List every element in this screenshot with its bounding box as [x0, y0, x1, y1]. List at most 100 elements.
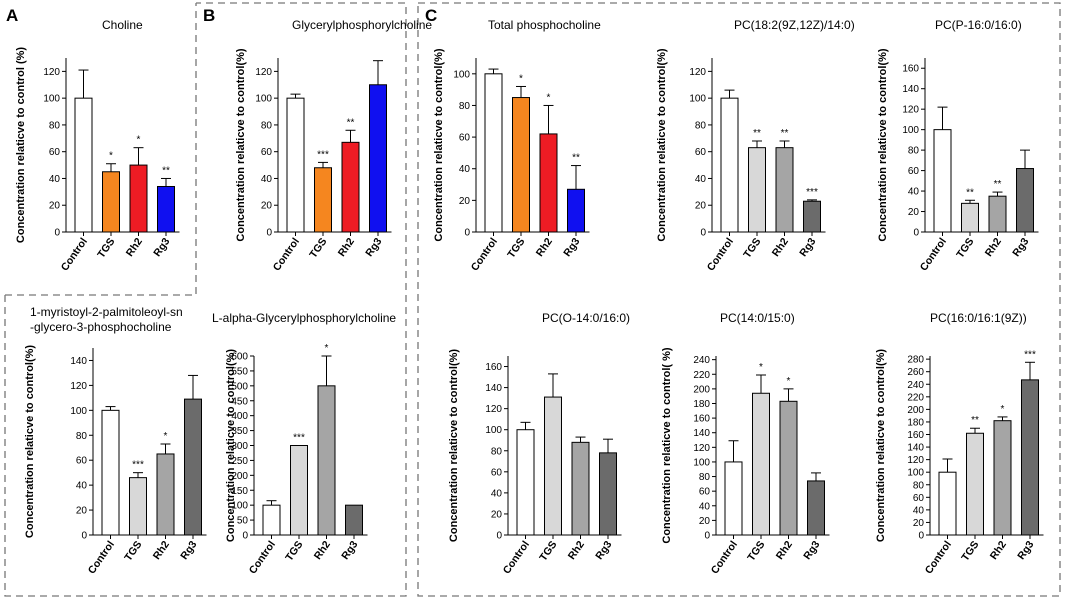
y-tick-label: 40: [49, 174, 61, 185]
x-tick-label: Rh2: [312, 539, 333, 562]
y-tick-label: 40: [913, 505, 925, 516]
x-tick-label: Rh2: [151, 539, 172, 562]
significance-marker: *: [787, 376, 791, 387]
y-axis-label: Concentration relaticve to control(%): [225, 349, 237, 542]
bar-rg3: [345, 504, 363, 536]
x-tick-label: Rh2: [774, 539, 795, 562]
significance-marker: ***: [317, 149, 329, 160]
significance-marker: **: [966, 187, 974, 198]
x-tick-label: Control: [918, 236, 949, 274]
bar-rh2: [988, 195, 1007, 233]
y-tick-label: 100: [70, 406, 87, 417]
bar-tgs: [290, 445, 308, 536]
y-tick-label: 20: [459, 196, 471, 207]
y-axis-label: Concentration relaticve to control(%): [24, 345, 36, 538]
chart-title: Total phosphocholine: [488, 18, 601, 32]
y-tick-label: 350: [231, 426, 248, 437]
bar-control: [484, 73, 503, 233]
y-tick-label: 200: [693, 384, 710, 395]
y-tick-label: 120: [70, 381, 87, 392]
chart-3: Total phosphocholine Concentration relati…: [433, 18, 601, 273]
panel-label-a: A: [6, 6, 18, 25]
y-tick-label: 60: [76, 456, 88, 467]
x-tick-label: TGS: [745, 539, 767, 564]
y-tick-label: 60: [908, 166, 920, 177]
x-tick-label: TGS: [741, 236, 763, 261]
significance-marker: *: [519, 73, 523, 84]
y-tick-label: 140: [907, 443, 924, 454]
y-tick-label: 0: [242, 531, 248, 542]
bar-rg3: [807, 480, 825, 536]
chart-title: 1-myristoyl-2-palmitoleoyl-sn -glycero-3-…: [30, 305, 183, 334]
y-tick-label: 100: [902, 125, 919, 136]
y-tick-label: 200: [907, 405, 924, 416]
y-tick-label: 200: [231, 471, 248, 482]
y-axis-label: Concentration relaticve to control (%): [15, 47, 27, 244]
x-tick-label: Control: [247, 539, 278, 577]
y-tick-label: 280: [907, 355, 924, 366]
x-tick-label: Rh2: [983, 236, 1004, 259]
chart-title: PC(14:0/15:0): [720, 311, 795, 325]
y-tick-label: 80: [491, 446, 503, 457]
y-tick-label: 0: [81, 531, 87, 542]
y-tick-label: 150: [231, 486, 248, 497]
chart-title: PC(18:2(9Z,12Z)/14:0): [734, 18, 855, 32]
y-tick-label: 80: [908, 146, 920, 157]
y-tick-label: 40: [908, 187, 920, 198]
bar-control: [286, 97, 305, 233]
y-tick-label: 20: [908, 207, 920, 218]
bar-tgs: [314, 167, 332, 233]
y-tick-label: 0: [266, 228, 272, 239]
y-tick-label: 40: [695, 174, 707, 185]
x-tick-label: Rg3: [178, 539, 199, 562]
x-tick-label: TGS: [95, 236, 117, 261]
y-tick-label: 80: [49, 120, 61, 131]
y-tick-label: 0: [54, 228, 60, 239]
y-tick-label: 20: [913, 518, 925, 529]
x-tick-label: Rg3: [797, 236, 818, 259]
bar-control: [74, 97, 93, 233]
y-tick-label: 140: [902, 84, 919, 95]
significance-marker: **: [347, 117, 355, 128]
bar-rh2: [775, 147, 794, 233]
x-tick-label: Control: [501, 539, 532, 577]
y-axis-label: Concentration relaticve to control(%): [875, 349, 887, 542]
bar-rh2: [993, 420, 1012, 536]
y-tick-label: 120: [43, 67, 60, 78]
y-tick-label: 300: [231, 441, 248, 452]
x-tick-label: TGS: [505, 236, 527, 261]
bar-rh2: [539, 133, 558, 233]
significance-marker: **: [971, 415, 979, 426]
y-tick-label: 260: [907, 367, 924, 378]
bar-tgs: [512, 97, 530, 233]
y-tick-label: 20: [49, 201, 61, 212]
chart-4: PC(18:2(9Z,12Z)/14:0) Concentration relat…: [656, 18, 855, 273]
y-tick-label: 100: [907, 468, 924, 479]
y-tick-label: 180: [907, 417, 924, 428]
significance-marker: *: [759, 362, 763, 373]
y-tick-label: 40: [261, 174, 273, 185]
chart-8: PC(O-14:0/16:0) Concentration relaticve t…: [448, 311, 630, 576]
significance-marker: **: [753, 128, 761, 139]
y-tick-label: 250: [231, 456, 248, 467]
chart-10: PC(16:0/16:1(9Z)) Concentration relaticve…: [875, 311, 1044, 576]
y-tick-label: 240: [693, 355, 710, 366]
chart-5: PC(P-16:0/16:0) Concentration relaticve t…: [877, 18, 1039, 273]
y-tick-label: 60: [459, 133, 471, 144]
y-tick-label: 120: [485, 404, 502, 415]
significance-marker: ***: [806, 187, 818, 198]
y-tick-label: 100: [43, 94, 60, 105]
chart-9: PC(14:0/15:0) Concentration relaticve to …: [661, 311, 830, 576]
x-tick-label: Control: [469, 236, 500, 274]
x-tick-label: Control: [705, 236, 736, 274]
x-tick-label: Control: [709, 539, 740, 577]
y-axis-label: Concentration relaticve to control(%): [235, 48, 247, 241]
y-tick-label: 240: [907, 380, 924, 391]
bar-tgs: [544, 396, 562, 536]
significance-marker: *: [1001, 404, 1005, 415]
chart-6: 1-myristoyl-2-palmitoleoyl-sn -glycero-3-…: [24, 305, 207, 576]
y-axis-label: Concentration relaticve to control( %): [661, 347, 673, 544]
y-tick-label: 160: [902, 64, 919, 75]
x-tick-label: Control: [923, 539, 954, 577]
